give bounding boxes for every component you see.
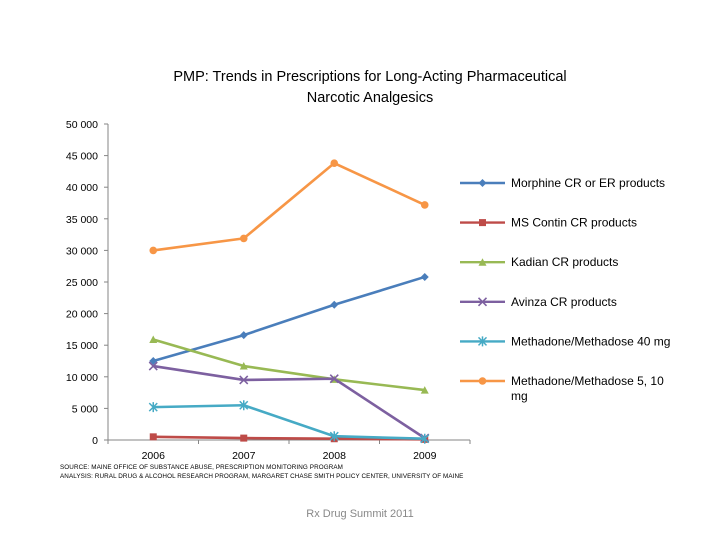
legend-label: Kadian CR products (511, 255, 618, 269)
data-point (239, 331, 248, 340)
data-point (239, 375, 249, 385)
x-tick-label: 2009 (413, 450, 437, 462)
data-point (420, 201, 429, 209)
series-line (153, 435, 425, 441)
data-point (239, 400, 249, 411)
data-point (240, 434, 248, 442)
legend-swatch-marker (478, 179, 487, 187)
y-tick-label: 25 000 (66, 277, 98, 289)
legend-item: MS Contin CR products (460, 216, 637, 230)
series-1 (149, 272, 429, 365)
legend-item: Kadian CR products (460, 255, 618, 269)
legend-swatch-marker (479, 219, 486, 227)
data-point (420, 272, 429, 281)
y-tick-label: 30 000 (66, 245, 98, 257)
data-point (148, 402, 158, 413)
legend-label: mg (511, 389, 528, 403)
data-point (239, 234, 248, 243)
y-tick-label: 50 000 (66, 119, 98, 131)
source-note: SOURCE: MAINE OFFICE OF SUBSTANCE ABUSE,… (60, 463, 490, 481)
x-tick-label: 2006 (142, 450, 166, 462)
data-point (330, 300, 339, 309)
chart-title-line-1: PMP: Trends in Prescriptions for Long-Ac… (173, 69, 567, 85)
legend-swatch-marker (477, 297, 488, 307)
legend-label: MS Contin CR products (511, 216, 637, 230)
series-line (153, 403, 425, 441)
legend-label: Methadone/Methadose 40 mg (511, 334, 670, 348)
data-point (329, 374, 339, 384)
data-point (149, 335, 158, 344)
series-line (153, 364, 426, 440)
source-line-1: SOURCE: MAINE OFFICE OF SUBSTANCE ABUSE,… (60, 464, 344, 471)
chart-title-line-2: Narcotic Analgesics (306, 90, 434, 106)
source-line-2: ANALYSIS: RURAL DRUG & ALCOHOL RESEARCH … (60, 473, 464, 480)
series-4 (148, 361, 430, 443)
y-tick-label: 0 (92, 435, 98, 447)
series-6 (149, 159, 429, 255)
data-point (239, 362, 248, 370)
y-tick-label: 35 000 (66, 214, 98, 226)
footer-text: Rx Drug Summit 2011 (306, 508, 414, 520)
x-tick-label: 2007 (232, 450, 256, 462)
series-line (153, 161, 426, 252)
legend-swatch-marker (477, 336, 488, 347)
legend-swatch-marker (478, 377, 487, 385)
data-point (148, 361, 158, 371)
legend-item: Avinza CR products (460, 295, 617, 309)
legend-item: Morphine CR or ER products (460, 176, 665, 190)
y-tick-label: 5 000 (72, 403, 98, 415)
y-tick-label: 40 000 (66, 182, 98, 194)
data-point (329, 431, 339, 442)
legend-swatch-marker (478, 258, 487, 266)
data-point (149, 246, 158, 255)
data-point (420, 433, 430, 444)
series-5 (148, 400, 430, 444)
data-point (149, 433, 157, 441)
chart-title: PMP: Trends in Prescriptions for Long-Ac… (110, 67, 630, 109)
series-line (152, 275, 426, 363)
legend-label: Methadone/Methadose 5, 10 (511, 374, 664, 388)
legend-label: Morphine CR or ER products (511, 176, 665, 190)
series-line (152, 338, 425, 392)
legend-item: Methadone/Methadose 40 mg (460, 334, 670, 348)
data-point (420, 386, 429, 394)
y-tick-label: 45 000 (66, 151, 98, 163)
data-point (330, 159, 339, 167)
x-tick-label: 2008 (323, 450, 347, 462)
y-tick-label: 20 000 (66, 309, 98, 321)
legend-label: Avinza CR products (511, 295, 617, 309)
series-3 (149, 335, 429, 394)
y-tick-label: 10 000 (66, 372, 98, 384)
y-tick-label: 15 000 (66, 340, 98, 352)
